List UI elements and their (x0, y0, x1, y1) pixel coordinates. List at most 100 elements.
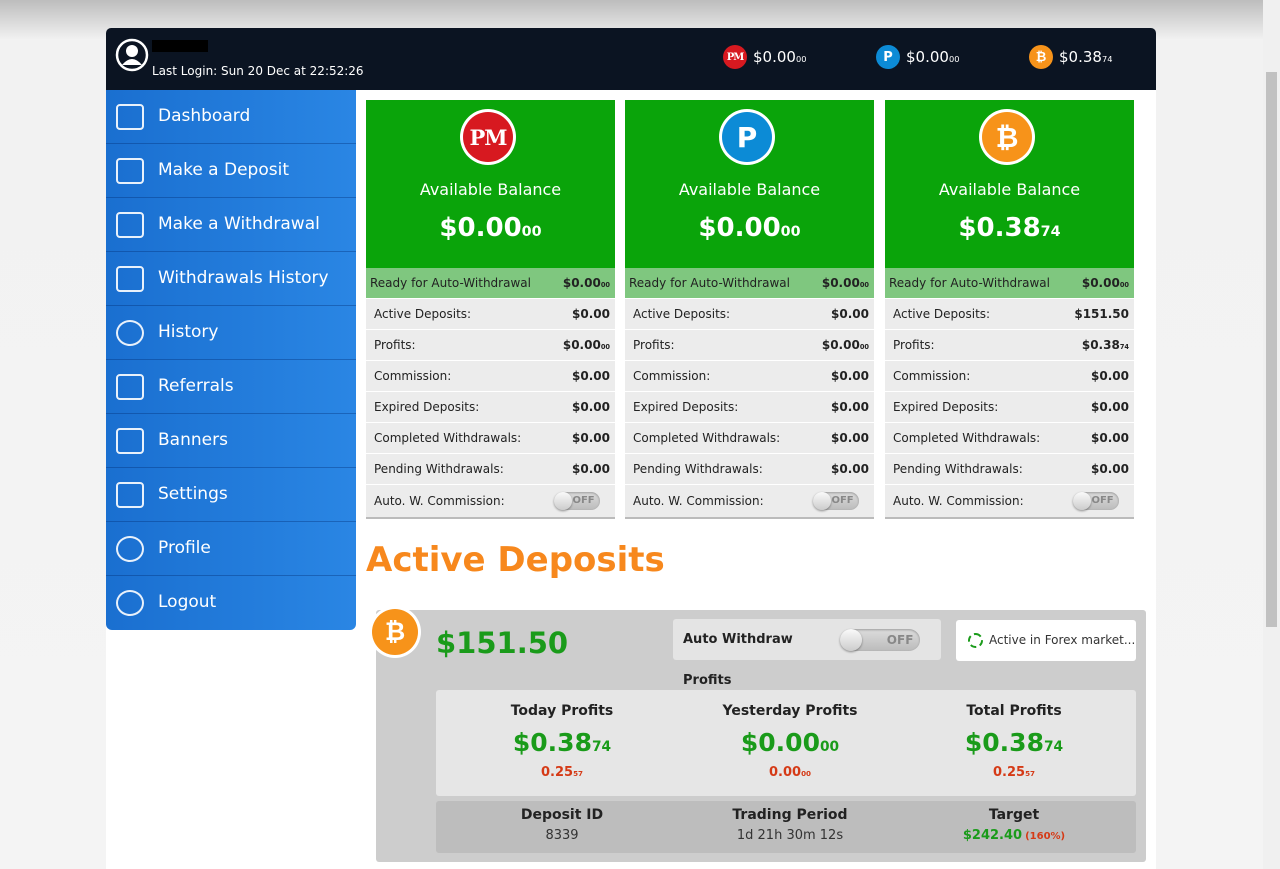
ready-label-text: Ready for Auto-Withdrawal (370, 276, 531, 290)
stat-label: Pending Withdrawals: (633, 454, 803, 484)
profit-amount-text: $0.38 (512, 728, 592, 757)
profit-percent-text-cents: 57 (573, 769, 583, 778)
stat-label: Expired Deposits: (374, 392, 544, 422)
profit-title-text: Today Profits (510, 703, 614, 719)
header-amount: $0.00 (906, 48, 949, 66)
toggle-label-text: Auto. W. Commission: (893, 494, 1024, 508)
menu-icon (116, 266, 144, 292)
currency-icon: ₿ (982, 112, 1032, 162)
detail-label: Target (904, 807, 1124, 825)
toggle-knob (840, 629, 862, 651)
stat-row: Active Deposits: $0.00 (625, 299, 874, 329)
menu-icon (116, 158, 144, 184)
stat-amount: $0.00 (572, 307, 610, 321)
balance-amount-cents: 00 (780, 224, 801, 240)
menu-item[interactable]: Withdrawals History (106, 252, 356, 306)
stat-amount: $0.00 (572, 369, 610, 383)
stat-label: Active Deposits: (893, 299, 1063, 329)
header-amount: $0.00 (753, 48, 796, 66)
stat-value: $0.00 (506, 361, 610, 391)
stat-row: Pending Withdrawals: $0.00 (366, 454, 615, 484)
stat-label: Profits: (893, 330, 1063, 360)
stat-amount: $0.00 (831, 307, 869, 321)
profit-amount: $0.3874 (452, 728, 672, 760)
stat-label-text: Expired Deposits: (893, 400, 999, 414)
auto-withdraw-text: Auto Withdraw Profits (683, 632, 793, 688)
stat-label-text: Commission: (374, 369, 452, 383)
stat-value: $0.00 (506, 392, 610, 422)
toggle-knob (1073, 492, 1091, 510)
card-balance: $0.3874 (885, 213, 1134, 247)
toggle[interactable]: OFF (554, 492, 600, 510)
detail-label: Deposit ID (452, 807, 672, 825)
ready-value: $0.0000 (516, 268, 610, 298)
menu-label: Make a Deposit (158, 160, 289, 180)
profit-percent-text: 0.25 (992, 765, 1026, 780)
toggle-row: Auto. W. Commission: OFF (885, 485, 1134, 519)
sidebar (106, 90, 356, 630)
detail-label: Trading Period (680, 807, 900, 825)
stat-value: $0.00 (765, 423, 869, 453)
currency-icon: P (876, 45, 900, 69)
menu-item[interactable]: Referrals (106, 360, 356, 414)
toggle[interactable]: OFF (1073, 492, 1119, 510)
menu-icon (116, 428, 144, 454)
menu-item[interactable]: Make a Deposit (106, 144, 356, 198)
status-text: Active in Forex market... (989, 633, 1136, 647)
menu-icon (116, 374, 144, 400)
stat-amount: $0.00 (1091, 400, 1129, 414)
card-title: Available Balance (625, 180, 874, 202)
profit-amount: $0.3874 (904, 728, 1124, 760)
stat-value: $151.50 (1025, 299, 1129, 329)
detail-value-text: $242.40 (962, 828, 1023, 843)
balance-amount: $0.38 (958, 213, 1041, 243)
stat-value: $0.00 (765, 361, 869, 391)
stat-row: Commission: $0.00 (366, 361, 615, 391)
stat-label-text: Pending Withdrawals: (893, 462, 1023, 476)
deposit-amount-text: $151.50 (436, 626, 569, 660)
stat-row: Completed Withdrawals: $0.00 (885, 423, 1134, 453)
menu-item[interactable]: Logout (106, 576, 356, 630)
status-box: Active in Forex market... (956, 620, 1136, 661)
menu-label: Logout (158, 592, 217, 612)
detail-value: 1d 21h 30m 12s (680, 828, 900, 846)
scroll-thumb[interactable] (1266, 72, 1277, 627)
toggle-label: Auto. W. Commission: (374, 485, 544, 517)
icon-label: ₿ (384, 617, 406, 646)
detail-label-text: Target (988, 807, 1040, 823)
stat-label: Pending Withdrawals: (374, 454, 544, 484)
stat-amount: $0.00 (572, 431, 610, 445)
card-title-text: Available Balance (938, 180, 1081, 199)
toggle[interactable]: OFF (840, 629, 920, 651)
stat-label-text: Profits: (893, 338, 935, 352)
ready-amount: $0.00 (562, 276, 601, 290)
balance-amount: $0.00 (698, 213, 781, 243)
menu-item[interactable]: Dashboard (106, 90, 356, 144)
menu-item[interactable]: Banners (106, 414, 356, 468)
toggle[interactable]: OFF (813, 492, 859, 510)
header-balance: $0.3874 (1059, 48, 1149, 68)
profits-box (436, 690, 1136, 796)
menu-item[interactable]: Make a Withdrawal (106, 198, 356, 252)
stat-row: Profits: $0.3874 (885, 330, 1134, 360)
stat-label: Completed Withdrawals: (893, 423, 1063, 453)
detail-label-text: Deposit ID (520, 807, 604, 823)
profit-title-text: Total Profits (966, 703, 1062, 719)
ready-value: $0.0000 (775, 268, 869, 298)
ready-value: $0.0000 (1035, 268, 1129, 298)
ready-amount-cents: 00 (600, 281, 610, 289)
stat-value: $0.00 (765, 299, 869, 329)
profit-title: Today Profits (452, 703, 672, 723)
stat-label: Commission: (374, 361, 544, 391)
stat-label-text: Expired Deposits: (374, 400, 480, 414)
stat-row: Active Deposits: $0.00 (366, 299, 615, 329)
menu-item[interactable]: History (106, 306, 356, 360)
stat-value: $0.00 (1025, 423, 1129, 453)
stat-row: Commission: $0.00 (625, 361, 874, 391)
menu-item[interactable]: Settings (106, 468, 356, 522)
menu-item[interactable]: Profile (106, 522, 356, 576)
profit-percent-text: 0.25 (540, 765, 574, 780)
stat-label-text: Active Deposits: (633, 307, 731, 321)
profit-amount-text: $0.00 (740, 728, 820, 757)
stat-label: Pending Withdrawals: (893, 454, 1063, 484)
